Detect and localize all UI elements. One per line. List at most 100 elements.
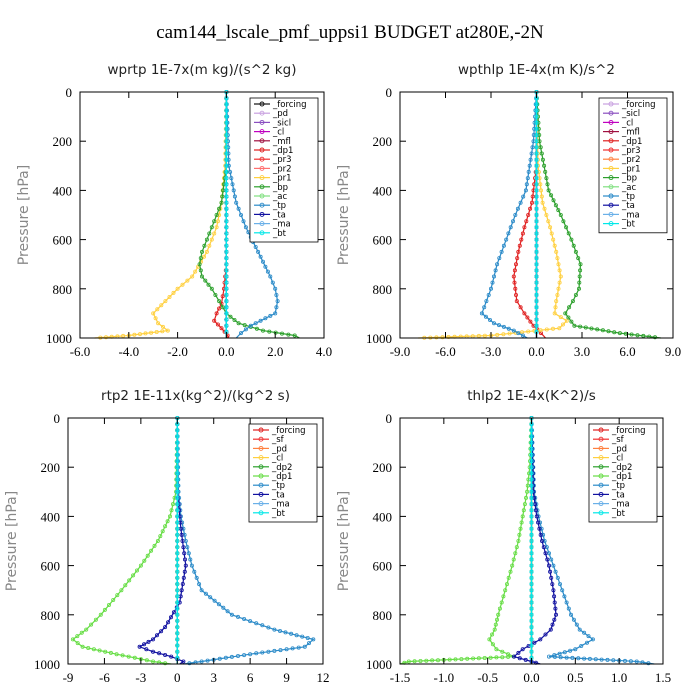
data-point xyxy=(557,651,562,656)
data-point xyxy=(529,520,534,525)
data-point xyxy=(131,573,136,578)
data-point xyxy=(221,286,226,291)
data-point xyxy=(224,268,229,273)
data-point xyxy=(516,539,521,544)
data-point xyxy=(263,264,268,269)
data-point xyxy=(558,212,563,217)
data-point xyxy=(534,268,539,273)
y-tick-label: 800 xyxy=(373,608,393,623)
series-markers_ta xyxy=(512,415,559,665)
series-line_pr1 xyxy=(418,91,568,339)
panel-title: rtp2 1E-11x(kg^2)/(kg^2 s) xyxy=(101,388,290,404)
data-point xyxy=(558,315,563,320)
data-point xyxy=(529,600,534,605)
legend-marker xyxy=(598,491,604,497)
data-point xyxy=(283,630,288,635)
data-point xyxy=(305,636,310,641)
data-point xyxy=(526,212,531,217)
data-point xyxy=(275,299,280,304)
data-point xyxy=(228,169,233,174)
data-point xyxy=(532,126,537,131)
data-point xyxy=(486,292,491,297)
data-point xyxy=(534,157,539,162)
data-point xyxy=(311,637,316,642)
x-tick-label: 9.0 xyxy=(665,344,681,359)
data-point xyxy=(537,132,542,137)
legend-label: _pd xyxy=(272,109,288,119)
data-point xyxy=(541,545,546,550)
data-point xyxy=(558,274,563,279)
data-point xyxy=(587,656,592,661)
data-point xyxy=(542,539,547,544)
x-tick-label: -1.0 xyxy=(434,670,455,685)
data-point xyxy=(523,188,528,193)
data-point xyxy=(217,656,222,661)
data-point xyxy=(224,102,229,107)
data-point xyxy=(529,569,534,574)
data-point xyxy=(292,333,297,338)
data-point xyxy=(465,656,470,661)
data-point xyxy=(551,563,556,568)
data-point xyxy=(529,489,534,494)
data-point xyxy=(501,243,506,248)
legend-entry: _tp xyxy=(593,481,625,491)
series-group xyxy=(399,415,655,666)
legend-marker xyxy=(598,482,604,488)
data-point xyxy=(175,575,180,580)
data-point xyxy=(149,548,154,553)
data-point xyxy=(579,644,584,649)
data-point xyxy=(529,612,534,617)
data-point xyxy=(517,656,522,661)
data-point xyxy=(521,508,526,513)
data-point xyxy=(175,539,180,544)
legend-label: _sf xyxy=(611,435,625,445)
data-point xyxy=(554,612,559,617)
data-point xyxy=(494,617,499,622)
data-point xyxy=(207,243,212,248)
data-point xyxy=(510,219,515,224)
data-point xyxy=(154,633,159,638)
data-point xyxy=(108,650,113,655)
legend-marker xyxy=(608,110,614,116)
data-point xyxy=(206,282,211,287)
legend-entry: _ac xyxy=(254,192,287,202)
data-point xyxy=(103,649,108,654)
legend-marker xyxy=(259,193,265,199)
data-point xyxy=(518,526,523,531)
data-point xyxy=(175,545,180,550)
x-tick-label: 0.0 xyxy=(528,344,544,359)
data-point xyxy=(279,331,284,336)
data-point xyxy=(557,326,562,331)
data-point xyxy=(254,326,259,331)
data-point xyxy=(534,280,539,285)
x-tick-label: -1.5 xyxy=(390,670,411,685)
data-point xyxy=(142,642,147,647)
data-point xyxy=(501,594,506,599)
legend-label: _ma xyxy=(611,500,630,510)
data-point xyxy=(553,569,558,574)
data-point xyxy=(586,634,591,639)
legend-label: _cl xyxy=(271,454,283,464)
legend-label: _forcing xyxy=(611,426,646,436)
data-point xyxy=(175,483,180,488)
data-point xyxy=(236,206,241,211)
data-point xyxy=(530,194,535,199)
data-point xyxy=(199,274,204,279)
data-point xyxy=(564,655,569,660)
data-point xyxy=(91,647,96,652)
data-point xyxy=(534,317,539,322)
data-point xyxy=(550,582,555,587)
data-point xyxy=(266,649,271,654)
data-point xyxy=(578,268,583,273)
data-point xyxy=(224,108,229,113)
data-point xyxy=(574,622,579,627)
data-point xyxy=(216,602,221,607)
data-point xyxy=(482,333,487,338)
panel-thlp2: thlp2 1E-4x(K^2)/s Pressure [hPa] -1.5 -1.0… xyxy=(336,388,671,685)
data-point xyxy=(198,256,203,261)
data-point xyxy=(248,619,253,624)
data-point xyxy=(573,249,578,254)
data-point xyxy=(186,551,191,556)
data-point xyxy=(539,151,544,156)
legend-entry: _dp2 xyxy=(253,463,292,473)
